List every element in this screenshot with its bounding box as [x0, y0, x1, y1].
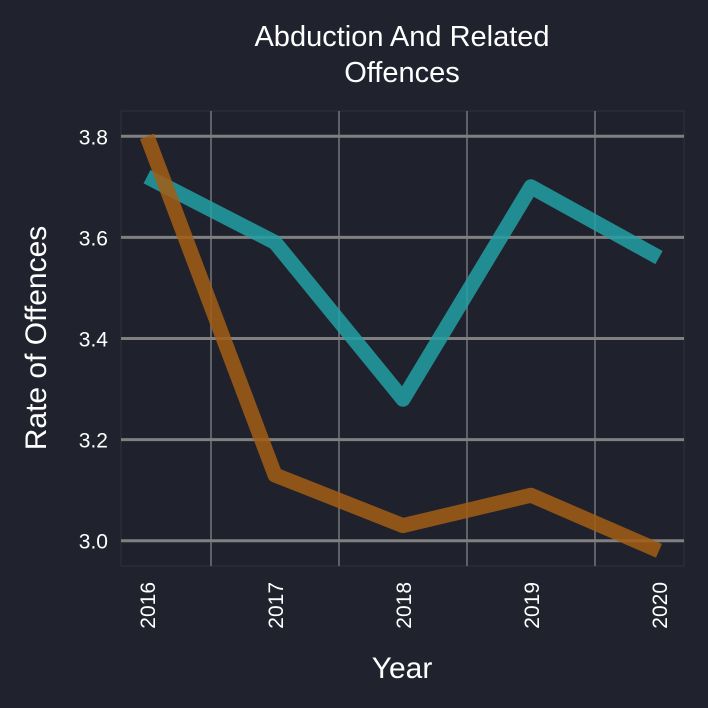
chart-title-line-2: Offences: [344, 57, 460, 89]
x-tick-label: 2016: [137, 582, 160, 629]
chart-title-line-1: Abduction And Related: [254, 21, 549, 53]
x-tick-label: 2019: [521, 582, 544, 629]
y-tick-label: 3.8: [79, 126, 108, 149]
grid: [121, 111, 684, 566]
y-tick-label: 3.2: [79, 430, 108, 453]
y-axis-ticks: 3.0 3.2 3.4 3.6 3.8: [79, 126, 109, 553]
y-axis-label: Rate of Offences: [20, 226, 53, 451]
series-layer: [139, 133, 663, 558]
x-tick-label: 2017: [265, 582, 288, 629]
x-tick-label: 2018: [393, 582, 416, 629]
x-tick-label: 2020: [649, 582, 672, 629]
x-axis-label: Year: [372, 652, 433, 685]
y-tick-label: 3.4: [79, 329, 109, 352]
x-axis-ticks: 2016 2017 2018 2019 2020: [137, 582, 672, 629]
y-tick-label: 3.6: [79, 227, 108, 250]
y-tick-label: 3.0: [79, 531, 108, 554]
